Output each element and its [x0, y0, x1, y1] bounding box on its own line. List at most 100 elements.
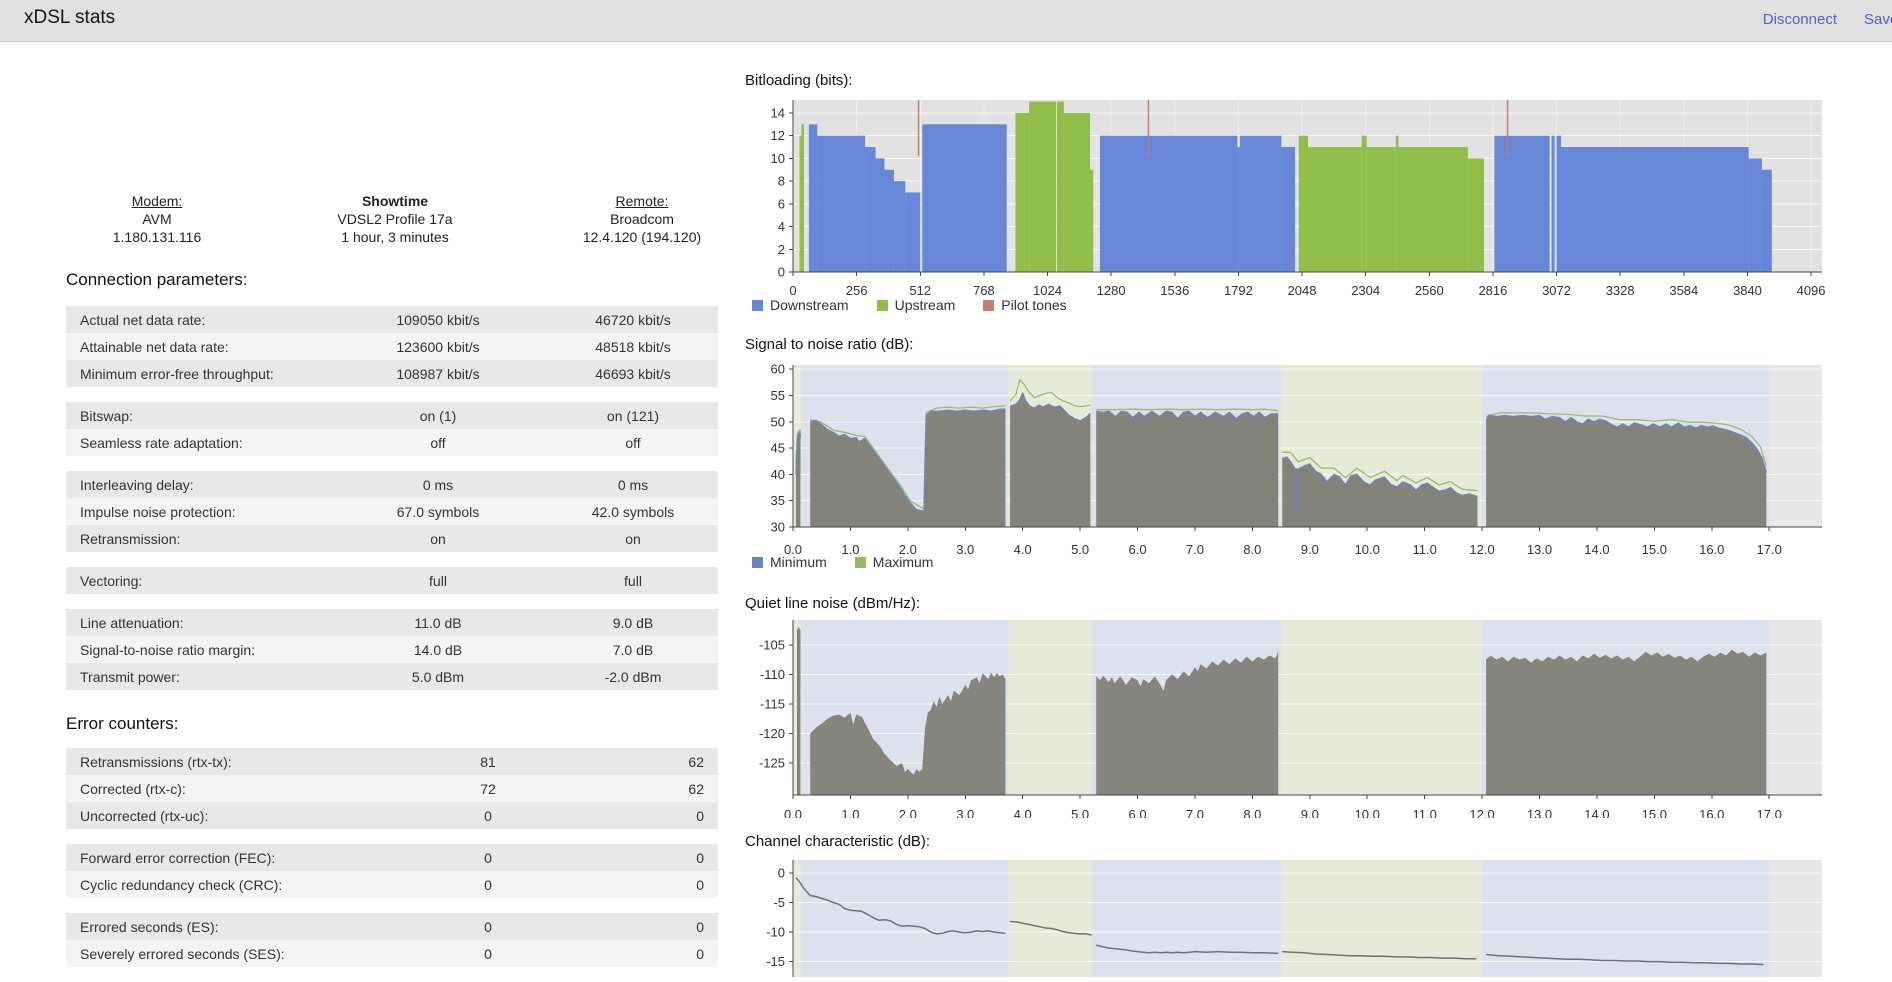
- svg-text:0: 0: [778, 866, 785, 881]
- error-counters-table: Retransmissions (rtx-tx):8162Corrected (…: [66, 748, 718, 982]
- downstream-value: 0: [428, 850, 548, 866]
- param-label: Impulse noise protection:: [80, 504, 328, 520]
- svg-text:14.0: 14.0: [1584, 807, 1609, 818]
- svg-text:10: 10: [771, 151, 785, 166]
- downstream-value: 0: [428, 877, 548, 893]
- bitloading-chart: 0246810121402565127681024128015361792204…: [745, 92, 1860, 298]
- legend-item: Minimum: [752, 554, 827, 570]
- svg-text:-125: -125: [759, 756, 785, 771]
- svg-text:2.0: 2.0: [899, 807, 917, 818]
- downstream-value: on: [328, 531, 548, 547]
- svg-text:-5: -5: [773, 895, 785, 910]
- svg-text:40: 40: [771, 467, 785, 482]
- upstream-value: full: [548, 573, 718, 589]
- bitloading-chart-title: Bitloading (bits):: [745, 72, 853, 89]
- downstream-value: 0: [428, 808, 548, 824]
- table-row: Interleaving delay:0 ms0 ms: [66, 471, 718, 498]
- downstream-value: 123600 kbit/s: [328, 339, 548, 355]
- min-legend-swatch-icon: [752, 557, 763, 568]
- remote-vendor: Broadcom: [542, 210, 742, 228]
- link-uptime: 1 hour, 3 minutes: [248, 228, 542, 246]
- svg-text:2048: 2048: [1288, 283, 1317, 298]
- svg-text:3072: 3072: [1542, 283, 1571, 298]
- table-row: Impulse noise protection:67.0 symbols42.…: [66, 498, 718, 525]
- svg-text:-15: -15: [766, 954, 785, 969]
- downstream-value: 72: [428, 781, 548, 797]
- table-row: Retransmissions (rtx-tx):8162: [66, 748, 718, 775]
- upstream-value: 9.0 dB: [548, 615, 718, 631]
- disconnect-link[interactable]: Disconnect: [1763, 11, 1837, 28]
- error-counters-heading: Error counters:: [66, 714, 178, 734]
- upstream-value: on (121): [548, 408, 718, 424]
- param-label: Errored seconds (ES):: [80, 919, 428, 935]
- svg-text:11.0: 11.0: [1412, 542, 1436, 554]
- svg-text:14: 14: [771, 105, 785, 120]
- table-group: Retransmissions (rtx-tx):8162Corrected (…: [66, 748, 718, 829]
- svg-text:7.0: 7.0: [1186, 807, 1204, 818]
- legend-item: Maximum: [855, 554, 934, 570]
- table-row: Retransmission:onon: [66, 525, 718, 552]
- param-label: Seamless rate adaptation:: [80, 435, 328, 451]
- qln-chart-title: Quiet line noise (dBm/Hz):: [745, 595, 920, 612]
- svg-text:6.0: 6.0: [1128, 807, 1146, 818]
- hlog-chart-title: Channel characteristic (dB):: [745, 833, 930, 850]
- downstream-value: 0: [428, 946, 548, 962]
- legend-label: Upstream: [895, 297, 956, 313]
- legend-label: Downstream: [770, 297, 849, 313]
- svg-text:1536: 1536: [1160, 283, 1189, 298]
- svg-text:1.0: 1.0: [841, 807, 859, 818]
- svg-text:16.0: 16.0: [1699, 807, 1724, 818]
- table-row: Uncorrected (rtx-uc):00: [66, 802, 718, 829]
- save-link[interactable]: Save: [1864, 11, 1892, 28]
- svg-text:45: 45: [771, 441, 785, 456]
- svg-text:17.0: 17.0: [1757, 807, 1782, 818]
- top-bar: [0, 0, 1892, 42]
- svg-text:2304: 2304: [1351, 283, 1380, 298]
- remote-column: Remote: Broadcom 12.4.120 (194.120): [542, 192, 742, 246]
- svg-text:12: 12: [771, 128, 785, 143]
- link-status-column: Showtime VDSL2 Profile 17a 1 hour, 3 min…: [248, 192, 542, 246]
- downstream-value: off: [328, 435, 548, 451]
- downstream-value: 108987 kbit/s: [328, 366, 548, 382]
- table-row: Forward error correction (FEC):00: [66, 844, 718, 871]
- svg-text:3584: 3584: [1669, 283, 1698, 298]
- svg-text:7.0: 7.0: [1186, 542, 1204, 554]
- table-group: Errored seconds (ES):00Severely errored …: [66, 913, 718, 967]
- param-label: Signal-to-noise ratio margin:: [80, 642, 328, 658]
- svg-text:16.0: 16.0: [1699, 542, 1724, 554]
- svg-text:15.0: 15.0: [1642, 807, 1667, 818]
- upstream-value: 42.0 symbols: [548, 504, 718, 520]
- svg-text:2.0: 2.0: [899, 542, 917, 554]
- param-label: Forward error correction (FEC):: [80, 850, 428, 866]
- svg-text:17.0: 17.0: [1757, 542, 1782, 554]
- param-label: Interleaving delay:: [80, 477, 328, 493]
- svg-text:9.0: 9.0: [1301, 807, 1319, 818]
- table-row: Seamless rate adaptation:offoff: [66, 429, 718, 456]
- modem-info-block: Modem: AVM 1.180.131.116 Showtime VDSL2 …: [66, 192, 742, 246]
- table-row: Attainable net data rate:123600 kbit/s48…: [66, 333, 718, 360]
- svg-text:768: 768: [973, 283, 995, 298]
- param-label: Actual net data rate:: [80, 312, 328, 328]
- downstream-value: 67.0 symbols: [328, 504, 548, 520]
- param-label: Transmit power:: [80, 669, 328, 685]
- svg-text:2816: 2816: [1478, 283, 1507, 298]
- param-label: Uncorrected (rtx-uc):: [80, 808, 428, 824]
- svg-text:0.0: 0.0: [784, 542, 802, 554]
- svg-text:1.0: 1.0: [841, 542, 859, 554]
- page-title: xDSL stats: [24, 7, 115, 29]
- qln-chart: -105-110-115-120-1250.01.02.03.04.05.06.…: [745, 618, 1860, 818]
- param-label: Vectoring:: [80, 573, 328, 589]
- svg-text:5.0: 5.0: [1071, 807, 1089, 818]
- table-row: Cyclic redundancy check (CRC):00: [66, 871, 718, 898]
- up-legend-swatch-icon: [877, 300, 888, 311]
- link-profile: VDSL2 Profile 17a: [248, 210, 542, 228]
- upstream-value: 7.0 dB: [548, 642, 718, 658]
- svg-text:55: 55: [771, 388, 785, 403]
- downstream-value: 0: [428, 919, 548, 935]
- upstream-value: 48518 kbit/s: [548, 339, 718, 355]
- svg-text:-120: -120: [759, 726, 785, 741]
- downstream-value: 11.0 dB: [328, 615, 548, 631]
- connection-parameters-table: Actual net data rate:109050 kbit/s46720 …: [66, 306, 718, 705]
- table-group: Actual net data rate:109050 kbit/s46720 …: [66, 306, 718, 387]
- svg-text:12.0: 12.0: [1469, 542, 1494, 554]
